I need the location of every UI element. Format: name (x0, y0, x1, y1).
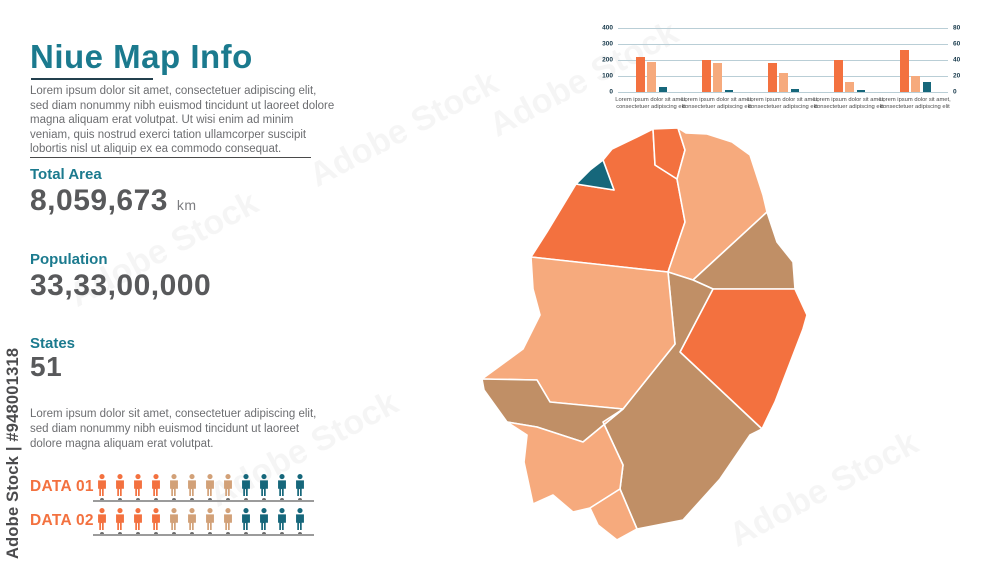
person-icon (168, 507, 180, 531)
right-axis-tick: 20 (953, 72, 961, 80)
bar-chart: 0 0 100 20 200 40 300 60 400 80 Lorem ipsum dolor … (588, 12, 982, 116)
bar-series-orange-group1 (635, 56, 645, 92)
map-region-11 (589, 488, 638, 541)
bar-series-teal-group2 (724, 90, 733, 92)
chart-category-label: Lorem ipsum dolor sit amet, consectetuer… (681, 97, 753, 110)
chart-gridline (618, 92, 948, 93)
left-axis-tick: 100 (602, 72, 613, 80)
person-icon (186, 507, 198, 531)
bar-series-orange-group4 (833, 60, 843, 92)
person-icon (96, 507, 108, 531)
page-title: Niue Map Info (30, 38, 253, 75)
title-underline-divider (31, 78, 153, 80)
population-label: Population (30, 251, 108, 268)
person-icon (240, 507, 252, 531)
bar-series-teal-group5 (922, 82, 931, 92)
left-axis-tick: 200 (602, 56, 613, 64)
right-axis-tick: 80 (953, 24, 961, 32)
person-icon (240, 473, 252, 497)
person-icon (186, 473, 198, 497)
states-label: States (30, 335, 76, 352)
bar-series-orange-group3 (767, 63, 777, 92)
bar-series-peach-group5 (910, 76, 920, 92)
right-axis-tick: 60 (953, 40, 961, 48)
niue-map (440, 112, 880, 562)
left-axis-tick: 300 (602, 40, 613, 48)
chart-category-label: Lorem ipsum dolor sit amet, consectetuer… (615, 97, 687, 110)
map-region-1 (575, 159, 615, 191)
person-icon (258, 507, 270, 531)
intro-paragraph: Lorem ipsum dolor sit amet, consectetuer… (30, 85, 335, 156)
bar-series-teal-group1 (658, 87, 667, 92)
data-row-label: DATA 02 (30, 512, 94, 529)
population-value: 33,33,00,000 (30, 269, 212, 302)
total-area-unit: km (176, 197, 197, 213)
states-value: 51 (30, 351, 63, 382)
person-icon (204, 473, 216, 497)
pictograph-chart: DATA 01 DATA 02 (30, 471, 360, 541)
bar-series-peach-group2 (712, 63, 722, 92)
pictograph-row: DATA 02 (30, 505, 360, 537)
person-icon (222, 473, 234, 497)
person-icon (222, 507, 234, 531)
person-icon (132, 473, 144, 497)
right-axis-tick: 40 (953, 56, 961, 64)
bar-series-teal-group4 (856, 90, 865, 92)
section-divider (30, 157, 311, 158)
pictograph-axis-line (93, 499, 314, 502)
person-icon (132, 507, 144, 531)
person-icon (294, 473, 306, 497)
bar-series-peach-group3 (778, 72, 788, 92)
chart-gridline (618, 44, 948, 45)
person-icon (96, 473, 108, 497)
pictograph-row: DATA 01 (30, 471, 360, 503)
total-area-label: Total Area (30, 166, 102, 183)
person-icon (258, 473, 270, 497)
bar-series-orange-group5 (899, 49, 909, 92)
pictograph-axis-line (93, 533, 314, 536)
person-icon (294, 507, 306, 531)
chart-category-label: Lorem ipsum dolor sit amet, consectetuer… (879, 97, 951, 110)
person-icon (114, 473, 126, 497)
footer-paragraph: Lorem ipsum dolor sit amet, consectetuer… (30, 408, 317, 450)
person-icon (150, 473, 162, 497)
left-axis-tick: 400 (602, 24, 613, 32)
chart-category-label: Lorem ipsum dolor sit amet, consectetuer… (747, 97, 819, 110)
bar-series-peach-group4 (844, 82, 854, 92)
bar-series-teal-group3 (790, 88, 799, 92)
chart-category-label: Lorem ipsum dolor sit amet, consectetuer… (813, 97, 885, 110)
chart-gridline (618, 28, 948, 29)
chart-gridline (618, 60, 948, 61)
person-icon (150, 507, 162, 531)
bar-series-peach-group1 (646, 62, 656, 92)
total-area-value: 8,059,673 km (30, 184, 197, 217)
data-row-label: DATA 01 (30, 478, 94, 495)
person-icon (168, 473, 180, 497)
bar-series-orange-group2 (701, 60, 711, 92)
stock-id-watermark: Adobe Stock | #948001318 (4, 347, 22, 559)
person-icon (114, 507, 126, 531)
person-icon (276, 507, 288, 531)
right-axis-tick: 0 (953, 88, 957, 96)
person-icon (204, 507, 216, 531)
left-axis-tick: 0 (609, 88, 613, 96)
person-icon (276, 473, 288, 497)
